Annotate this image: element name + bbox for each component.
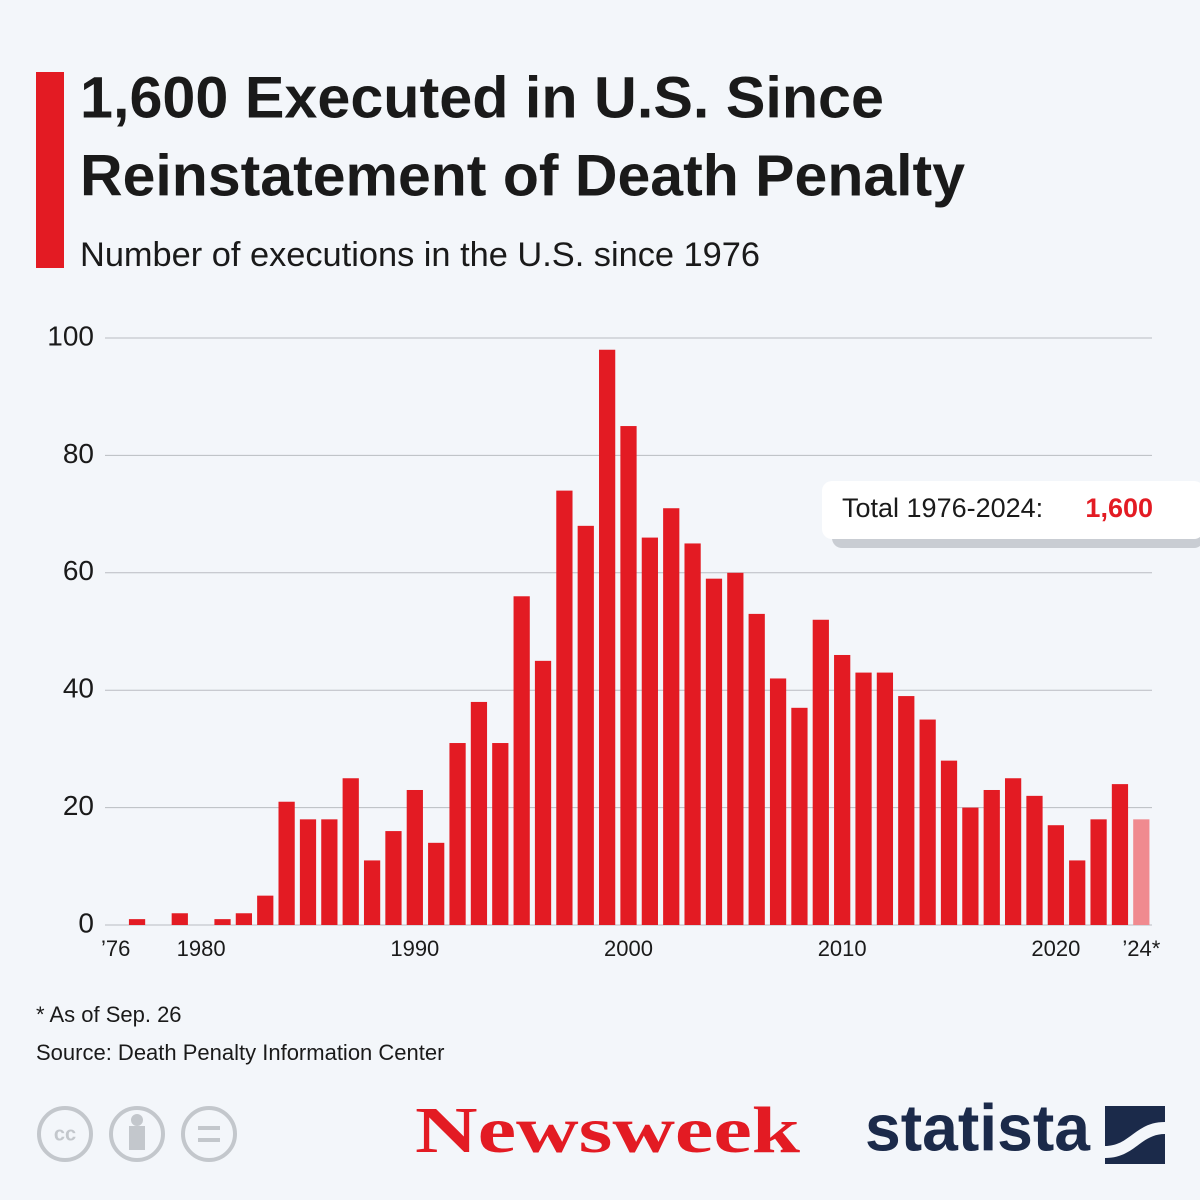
bar [321,819,338,925]
y-tick-label: 20 [63,790,94,821]
footnote: * As of Sep. 26 [36,1002,182,1027]
bar [385,831,402,925]
bar [492,743,509,925]
bar [855,672,872,925]
annotation-value: 1,600 [1085,493,1153,523]
bar [299,819,317,925]
bar [1090,819,1107,925]
bar [769,678,787,925]
brand-icon [1105,1106,1165,1164]
y-tick-label: 40 [63,673,94,704]
bar [663,508,680,925]
bar [342,778,359,925]
bar [1133,819,1150,925]
bar [641,537,658,925]
bar [705,578,723,925]
bar [684,543,701,925]
x-tick-label: 2010 [818,936,867,961]
brand-logo: statista [865,1090,1091,1164]
bar [363,860,381,925]
bar [940,760,958,925]
bar [278,801,295,925]
cc-icon: cc [54,1123,76,1145]
x-tick-label: ’24* [1122,936,1160,961]
y-tick-label: 100 [47,320,94,351]
license-icons [37,1106,237,1162]
bar [919,719,936,925]
bar [556,490,573,925]
bar [214,919,231,925]
bar [428,842,445,925]
annotation-label: Total 1976-2024: [842,493,1043,523]
chart-title: 1,600 Executed in U.S. Since [80,65,884,130]
x-tick-label: 1980 [177,936,226,961]
bar [1069,860,1086,925]
x-tick-label: ’76 [101,936,130,961]
bar [983,789,1000,925]
bar [449,743,466,925]
x-tick-label: 1990 [390,936,439,961]
bar [1111,784,1129,925]
bar [534,660,552,925]
bar [1004,778,1022,925]
bar [599,349,616,925]
bar [962,807,979,925]
chart-title: Reinstatement of Death Penalty [80,143,965,208]
bar [257,895,274,925]
x-tick-label: 2020 [1031,936,1080,961]
bar [834,654,851,925]
bar [748,613,765,925]
bar [812,619,829,925]
publisher-logo: Newsweek [415,1094,800,1167]
y-tick-label: 0 [78,907,94,938]
y-tick-label: 60 [63,555,94,586]
annotation-box [822,481,1200,539]
title-accent [36,72,64,268]
chart-subtitle: Number of executions in the U.S. since 1… [80,236,760,274]
bar [171,913,188,925]
bar [235,913,253,925]
plot: 0 20 40 60 80 100 ’76 1980 1990 2000 2010 2020 ’24* [47,320,1160,960]
bar [470,701,488,925]
bar [128,919,146,925]
bar [898,696,915,925]
source: Source: Death Penalty Information Center [36,1040,444,1065]
bar [577,525,594,925]
y-tick-label: 80 [63,438,94,469]
bar [620,426,637,925]
bar [791,707,808,925]
bar [1026,795,1043,925]
bar [727,572,744,925]
bar [406,789,423,925]
bar [876,672,894,925]
bar [513,596,530,925]
x-tick-label: 2000 [604,936,653,961]
bar [1047,825,1064,925]
